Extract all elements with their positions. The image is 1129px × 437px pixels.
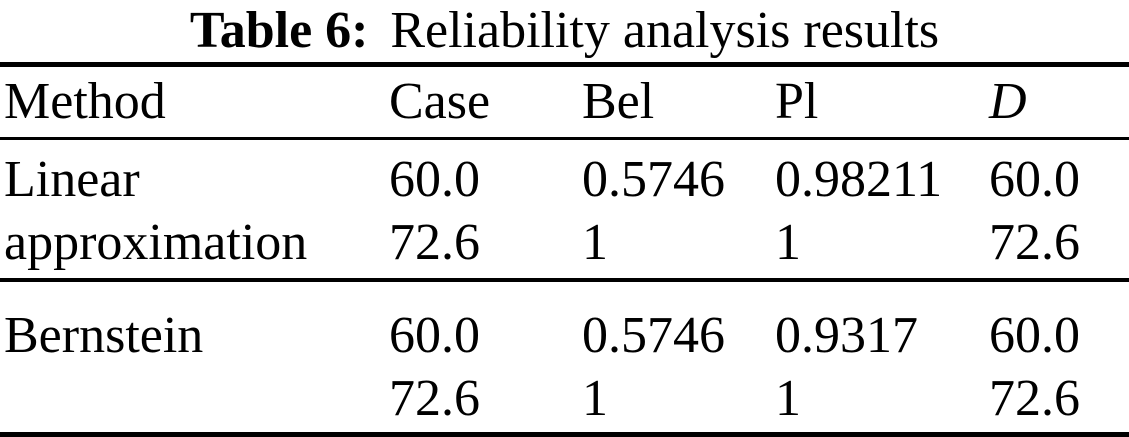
reliability-results-table: Method Case Bel Pl D Linear approximatio… [0,62,1129,437]
group-bernstein: Bernstein 60.0 0.5746 0.9317 60.0 72.6 1… [0,280,1129,435]
cell-pl: 0.98211 [775,151,943,208]
cell-bel: 1 [582,214,608,271]
column-header-case: Case [385,64,578,140]
cell-d: 60.0 [989,151,1080,208]
cell-case: 72.6 [389,370,480,427]
group-linear-approximation: Linear approximation 60.0 0.5746 0.98211… [0,139,1129,281]
column-header-pl: Pl [771,64,985,140]
table-row: 72.6 1 1 72.6 [0,211,1129,280]
cell-pl: 1 [775,370,801,427]
cell-d: 60.0 [989,307,1080,364]
method-cell: Linear approximation [4,151,308,271]
cell-d: 72.6 [989,214,1080,271]
method-cell: Bernstein [4,307,204,364]
header-row: Method Case Bel Pl D [0,64,1129,140]
cell-pl: 0.9317 [775,307,918,364]
table-header: Method Case Bel Pl D [0,64,1129,140]
cell-d: 72.6 [989,370,1080,427]
table-caption-text: Reliability analysis results [390,2,940,59]
column-header-method: Method [0,64,385,140]
table-caption: Table 6: Reliability analysis results [0,0,1129,62]
cell-case: 60.0 [389,151,480,208]
column-header-d: D [985,64,1129,140]
cell-pl: 1 [775,214,801,271]
table-row: 72.6 1 1 72.6 [0,367,1129,435]
column-header-bel: Bel [578,64,771,140]
cell-bel: 0.5746 [582,307,725,364]
cell-case: 72.6 [389,214,480,271]
cell-bel: 0.5746 [582,151,725,208]
cell-case: 60.0 [389,307,480,364]
table-row: Bernstein 60.0 0.5746 0.9317 60.0 [0,280,1129,367]
table-row: Linear approximation 60.0 0.5746 0.98211… [0,139,1129,271]
table-caption-label: Table 6: [189,2,369,59]
cell-bel: 1 [582,370,608,427]
